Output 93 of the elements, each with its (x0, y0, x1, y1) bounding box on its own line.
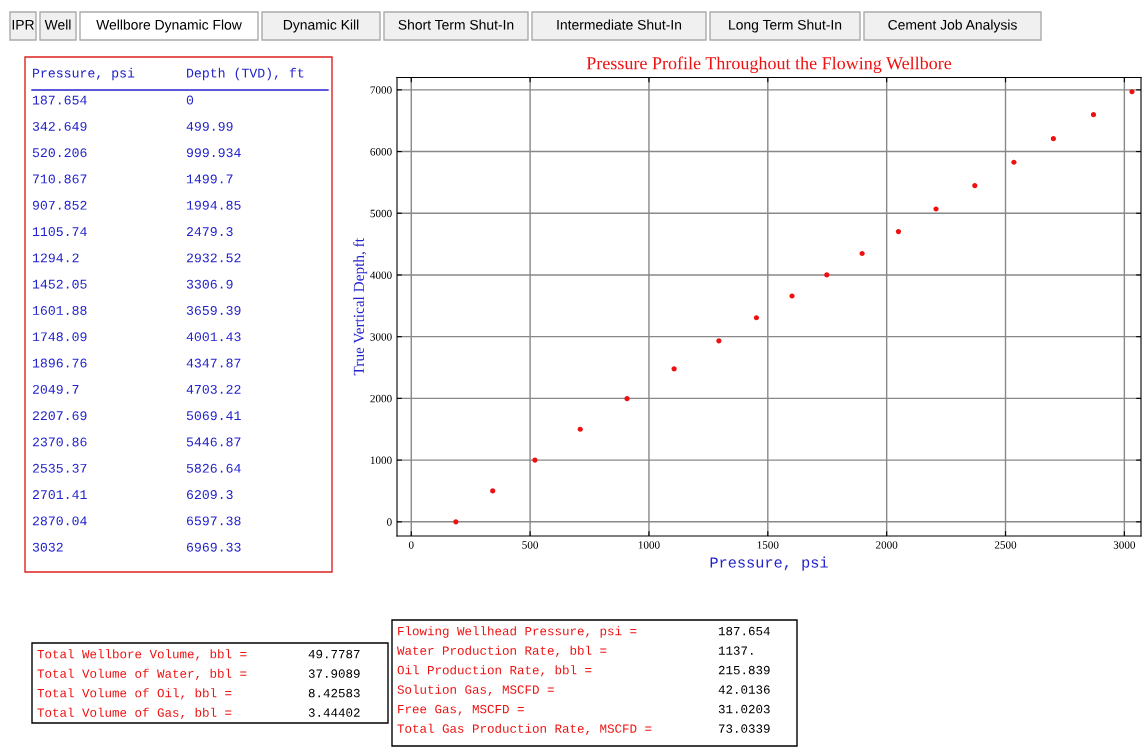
x-tick-label: 0 (408, 541, 414, 549)
text: 1105.74 (32, 227, 87, 237)
point (453, 519, 459, 525)
y-axis-title: True Vertical Depth, ft (353, 238, 368, 376)
text: 6597.38 (186, 516, 241, 526)
x-tick-label: 1000 (638, 541, 660, 549)
text: 907.852 (32, 200, 87, 210)
x-tick-label: 500 (522, 541, 539, 549)
text: 0 (186, 95, 194, 105)
text: 2870.04 (32, 516, 87, 526)
text: 1896.76 (32, 358, 87, 368)
point (824, 272, 830, 278)
x-tick-label: 2500 (994, 541, 1017, 549)
text: Total Volume of Water, bbl = 37.9089 (37, 668, 360, 680)
text: Total Volume of Gas, bbl = 3.44402 (37, 707, 360, 719)
x-axis-title: Pressure, psi (710, 556, 828, 571)
text: Dynamic Kill (283, 19, 359, 33)
text: 1499.7 (186, 174, 233, 184)
text: 2049.7 (32, 384, 79, 394)
text: 1994.85 (186, 200, 241, 210)
point (1090, 112, 1097, 118)
point (671, 366, 677, 372)
text: Oil Production Rate, bbl = 215.839 (397, 665, 770, 677)
text: Total Volume of Oil, bbl = 8.42583 (37, 688, 360, 700)
y-tick-label: 5000 (370, 209, 392, 218)
text: 710.867 (33, 174, 87, 184)
text: 5446.87 (186, 437, 241, 447)
text: Total Gas Production Rate, MSCFD = 73.0339 (397, 723, 770, 735)
point (933, 206, 939, 212)
text: Total Wellbore Volume, bbl = 49.7787 (37, 649, 360, 661)
text: 3306.9 (186, 279, 233, 289)
text: 520.206 (32, 148, 87, 158)
y-tick-label: 1000 (370, 456, 392, 465)
text: 999.934 (186, 148, 241, 158)
point (624, 396, 630, 402)
text: Pressure, psi (33, 67, 135, 81)
point (490, 488, 496, 494)
text: Intermediate Shut-In (557, 19, 682, 30)
text: 2932.52 (186, 253, 241, 263)
y-tick-label: 2000 (370, 394, 392, 403)
text: 4347.87 (186, 358, 241, 368)
text: 2207.69 (32, 411, 87, 421)
text: Cement Job Analysis (888, 19, 1017, 33)
text: 187.654 (32, 95, 87, 105)
y-tick-label: 6000 (370, 148, 392, 156)
text: 499.99 (186, 121, 233, 131)
point (532, 457, 538, 463)
text: 187.654 (718, 626, 770, 636)
text: 342.649 (32, 121, 87, 131)
text: Well (44, 19, 71, 30)
text: 4703.22 (186, 384, 241, 394)
text: 1601.88 (32, 305, 87, 315)
text: 3659.39 (186, 305, 241, 315)
text: 5826.64 (186, 463, 241, 473)
text: 6209.3 (186, 490, 233, 500)
y-tick-label: 3000 (370, 333, 392, 341)
y-tick-label: 7000 (370, 86, 392, 94)
text: 1748.09 (32, 332, 87, 342)
text: Depth (TVD), ft (187, 67, 304, 81)
point (789, 293, 795, 299)
text: 1294.2 (32, 253, 79, 263)
point (1011, 159, 1017, 165)
x-tick-label: 2000 (876, 541, 898, 549)
text: Water Production Rate, bbl = 1137. (397, 645, 753, 657)
text: 4001.43 (186, 332, 241, 342)
text: IPR (12, 20, 34, 30)
chart-title: Pressure Profile Throughout the Flowing Wellbore (586, 56, 952, 74)
text: Long Term Shut-In (729, 19, 842, 33)
text: 2701.41 (32, 490, 87, 500)
text: 1452.05 (32, 279, 87, 289)
x-tick-label: 1500 (757, 541, 779, 549)
point (859, 250, 865, 257)
point (895, 228, 902, 235)
text: Wellbore Dynamic Flow (96, 19, 242, 33)
point (716, 338, 722, 344)
point (577, 426, 583, 432)
point (753, 315, 760, 321)
text: Solution Gas, MSCFD = 42.0136 (397, 684, 770, 696)
text: Free Gas, MSCFD = 31.0203 (398, 704, 770, 716)
text: 6969.33 (186, 542, 241, 552)
text: Flowing Wellhead Pressure, psi = (398, 626, 637, 638)
y-tick-label: 0 (387, 518, 392, 526)
point (1129, 89, 1135, 95)
text: 2535.37 (32, 463, 87, 473)
point (1050, 136, 1056, 142)
text: 3032 (32, 542, 63, 552)
y-tick-label: 4000 (370, 271, 392, 279)
text: 2479.3 (186, 227, 233, 237)
text: 2370.86 (32, 437, 87, 447)
text: 5069.41 (186, 411, 241, 421)
x-tick-label: 3000 (1113, 541, 1136, 549)
point (972, 183, 978, 189)
text: Short Term Shut-In (398, 19, 514, 30)
